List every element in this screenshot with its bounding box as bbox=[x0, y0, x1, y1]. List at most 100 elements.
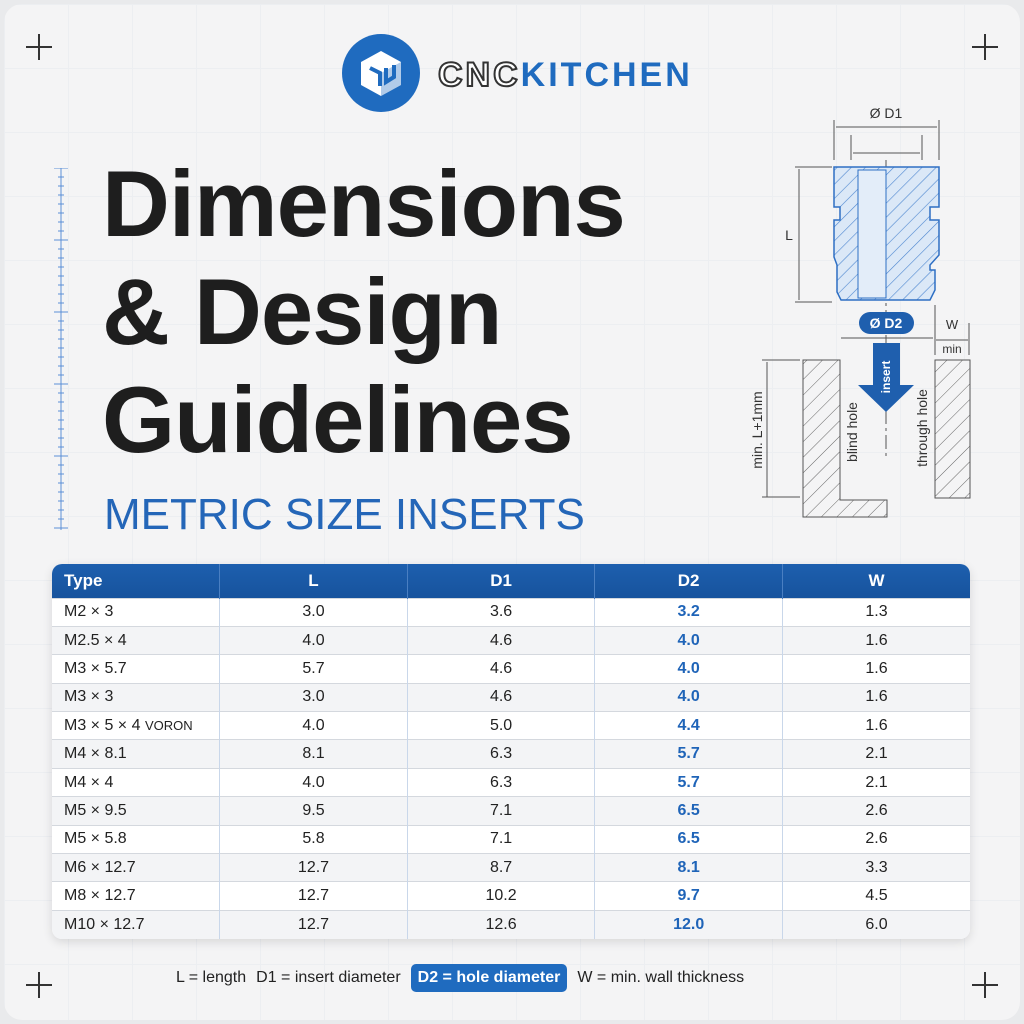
table-cell: M4 × 8.1 bbox=[52, 739, 220, 769]
table-row: M4 × 8.1 8.1 6.3 5.7 2.1 bbox=[52, 739, 970, 769]
table-cell: 4.0 bbox=[594, 682, 783, 712]
table-cell: 6.3 bbox=[406, 767, 595, 797]
table-cell: 5.8 bbox=[219, 824, 408, 854]
table-cell: 4.0 bbox=[594, 625, 783, 655]
table-cell: 3.0 bbox=[219, 597, 408, 627]
table-cell: M8 × 12.7 bbox=[52, 881, 220, 911]
table-cell: M10 × 12.7 bbox=[52, 909, 220, 939]
table-cell: 9.7 bbox=[594, 881, 783, 911]
table-cell: 1.6 bbox=[781, 711, 970, 740]
table-row: M2 × 3 3.0 3.6 3.2 1.3 bbox=[52, 597, 970, 627]
table-cell: 6.3 bbox=[406, 739, 595, 769]
table-row: M3 × 5 × 4 VORON 4.0 5.0 4.4 1.6 bbox=[52, 711, 970, 740]
table-row: M8 × 12.7 12.7 10.2 9.7 4.5 bbox=[52, 881, 970, 911]
brand-name: CNCKITCHEN bbox=[437, 55, 693, 95]
column-header: D2 bbox=[594, 564, 783, 598]
table-row: M5 × 9.5 9.5 7.1 6.5 2.6 bbox=[52, 796, 970, 826]
table-cell: 1.6 bbox=[781, 654, 970, 684]
table-row: M2.5 × 4 4.0 4.6 4.0 1.6 bbox=[52, 625, 970, 655]
insert-diagram: Ø D1 L Ø D2 W min insert min. L+1mm blin… bbox=[749, 105, 971, 518]
table-cell: 4.4 bbox=[594, 711, 783, 740]
table-cell: 12.0 bbox=[594, 909, 783, 939]
table-row: M3 × 5.7 5.7 4.6 4.0 1.6 bbox=[52, 654, 970, 684]
table-cell: 4.5 bbox=[781, 881, 970, 911]
table-cell: 4.6 bbox=[406, 682, 595, 712]
table-cell: 2.1 bbox=[781, 767, 970, 797]
table-cell: M2.5 × 4 bbox=[52, 625, 220, 655]
legend-d1: D1 = insert diameter bbox=[256, 969, 401, 986]
table-cell: 4.0 bbox=[219, 625, 408, 655]
table-cell: 6.5 bbox=[594, 824, 783, 854]
table-cell: 4.0 bbox=[219, 767, 408, 797]
table-cell: M5 × 5.8 bbox=[52, 824, 220, 854]
page-title: Dimensions & Design Guidelines bbox=[102, 151, 626, 472]
table-cell: M4 × 4 bbox=[52, 767, 220, 797]
ruler-decoration bbox=[54, 168, 68, 530]
table-cell: 10.2 bbox=[406, 881, 595, 911]
column-header: W bbox=[781, 564, 970, 598]
table-header-row: Type L D1 D2 W bbox=[52, 564, 970, 598]
crosshair-icon bbox=[972, 34, 998, 60]
table-cell: M2 × 3 bbox=[52, 597, 220, 627]
svg-text:blind hole: blind hole bbox=[844, 402, 860, 462]
legend-d2: D2 = hole diameter bbox=[410, 964, 568, 992]
column-header: L bbox=[219, 564, 408, 598]
table-cell: 3.3 bbox=[781, 853, 970, 882]
logo-icon bbox=[342, 34, 420, 112]
svg-text:min: min bbox=[942, 342, 961, 356]
dimensions-table: Type L D1 D2 W M2 × 3 3.0 3.6 3.2 1.3 M2.5 × 4 4.0… bbox=[52, 564, 970, 939]
table-cell: 3.2 bbox=[594, 597, 783, 627]
table-cell: 4.0 bbox=[219, 711, 408, 740]
legend: L = length D1 = insert diameter D2 = hol… bbox=[176, 964, 744, 992]
table-cell: 5.7 bbox=[594, 739, 783, 769]
table-cell: 1.6 bbox=[781, 625, 970, 655]
table-cell: 3.6 bbox=[406, 597, 595, 627]
table-cell: 2.6 bbox=[781, 824, 970, 854]
table-cell: 5.7 bbox=[594, 767, 783, 797]
table-cell: 1.3 bbox=[781, 597, 970, 627]
table-cell: 7.1 bbox=[406, 824, 595, 854]
table-cell: 4.6 bbox=[406, 625, 595, 655]
table-cell: 6.5 bbox=[594, 796, 783, 826]
table-cell: 4.0 bbox=[594, 654, 783, 684]
legend-l: L = length bbox=[176, 969, 247, 986]
svg-text:Ø D1: Ø D1 bbox=[870, 105, 903, 121]
table-cell: 3.0 bbox=[219, 682, 408, 712]
table-row: M5 × 5.8 5.8 7.1 6.5 2.6 bbox=[52, 824, 970, 854]
table-cell: 4.6 bbox=[406, 654, 595, 684]
table-cell: 8.7 bbox=[406, 853, 595, 882]
table-cell: 1.6 bbox=[781, 682, 970, 712]
table-cell: 6.0 bbox=[781, 909, 970, 939]
legend-w: W = min. wall thickness bbox=[577, 969, 745, 986]
table-cell: M3 × 5 × 4 VORON bbox=[52, 711, 220, 740]
table-cell: 2.6 bbox=[781, 796, 970, 826]
table-row: M3 × 3 3.0 4.6 4.0 1.6 bbox=[52, 682, 970, 712]
table-cell: 9.5 bbox=[219, 796, 408, 826]
svg-text:through hole: through hole bbox=[914, 389, 930, 467]
table-cell: 12.6 bbox=[406, 909, 595, 939]
table-cell: 8.1 bbox=[594, 853, 783, 882]
page-subtitle: METRIC SIZE INSERTS bbox=[104, 490, 585, 539]
table-cell: M6 × 12.7 bbox=[52, 853, 220, 882]
table-cell: 8.1 bbox=[219, 739, 408, 769]
table-cell: 12.7 bbox=[219, 881, 408, 911]
table-cell: 5.7 bbox=[219, 654, 408, 684]
table-row: M4 × 4 4.0 6.3 5.7 2.1 bbox=[52, 767, 970, 797]
svg-text:L: L bbox=[785, 227, 793, 243]
table-cell: 12.7 bbox=[219, 909, 408, 939]
table-cell: 5.0 bbox=[406, 711, 595, 740]
row-tag: VORON bbox=[144, 717, 193, 733]
table-cell: M5 × 9.5 bbox=[52, 796, 220, 826]
crosshair-icon bbox=[26, 972, 52, 998]
table-row: M6 × 12.7 12.7 8.7 8.1 3.3 bbox=[52, 853, 970, 882]
table-cell: M3 × 5.7 bbox=[52, 654, 220, 684]
table-cell: 7.1 bbox=[406, 796, 595, 826]
svg-text:min. L+1mm: min. L+1mm bbox=[749, 391, 765, 468]
svg-text:W: W bbox=[946, 317, 959, 332]
column-header: Type bbox=[52, 564, 220, 598]
table-row: M10 × 12.7 12.7 12.6 12.0 6.0 bbox=[52, 909, 970, 939]
svg-text:Ø D2: Ø D2 bbox=[870, 315, 903, 331]
table-cell: 12.7 bbox=[219, 853, 408, 882]
crosshair-icon bbox=[972, 972, 998, 998]
svg-text:insert: insert bbox=[879, 361, 893, 394]
